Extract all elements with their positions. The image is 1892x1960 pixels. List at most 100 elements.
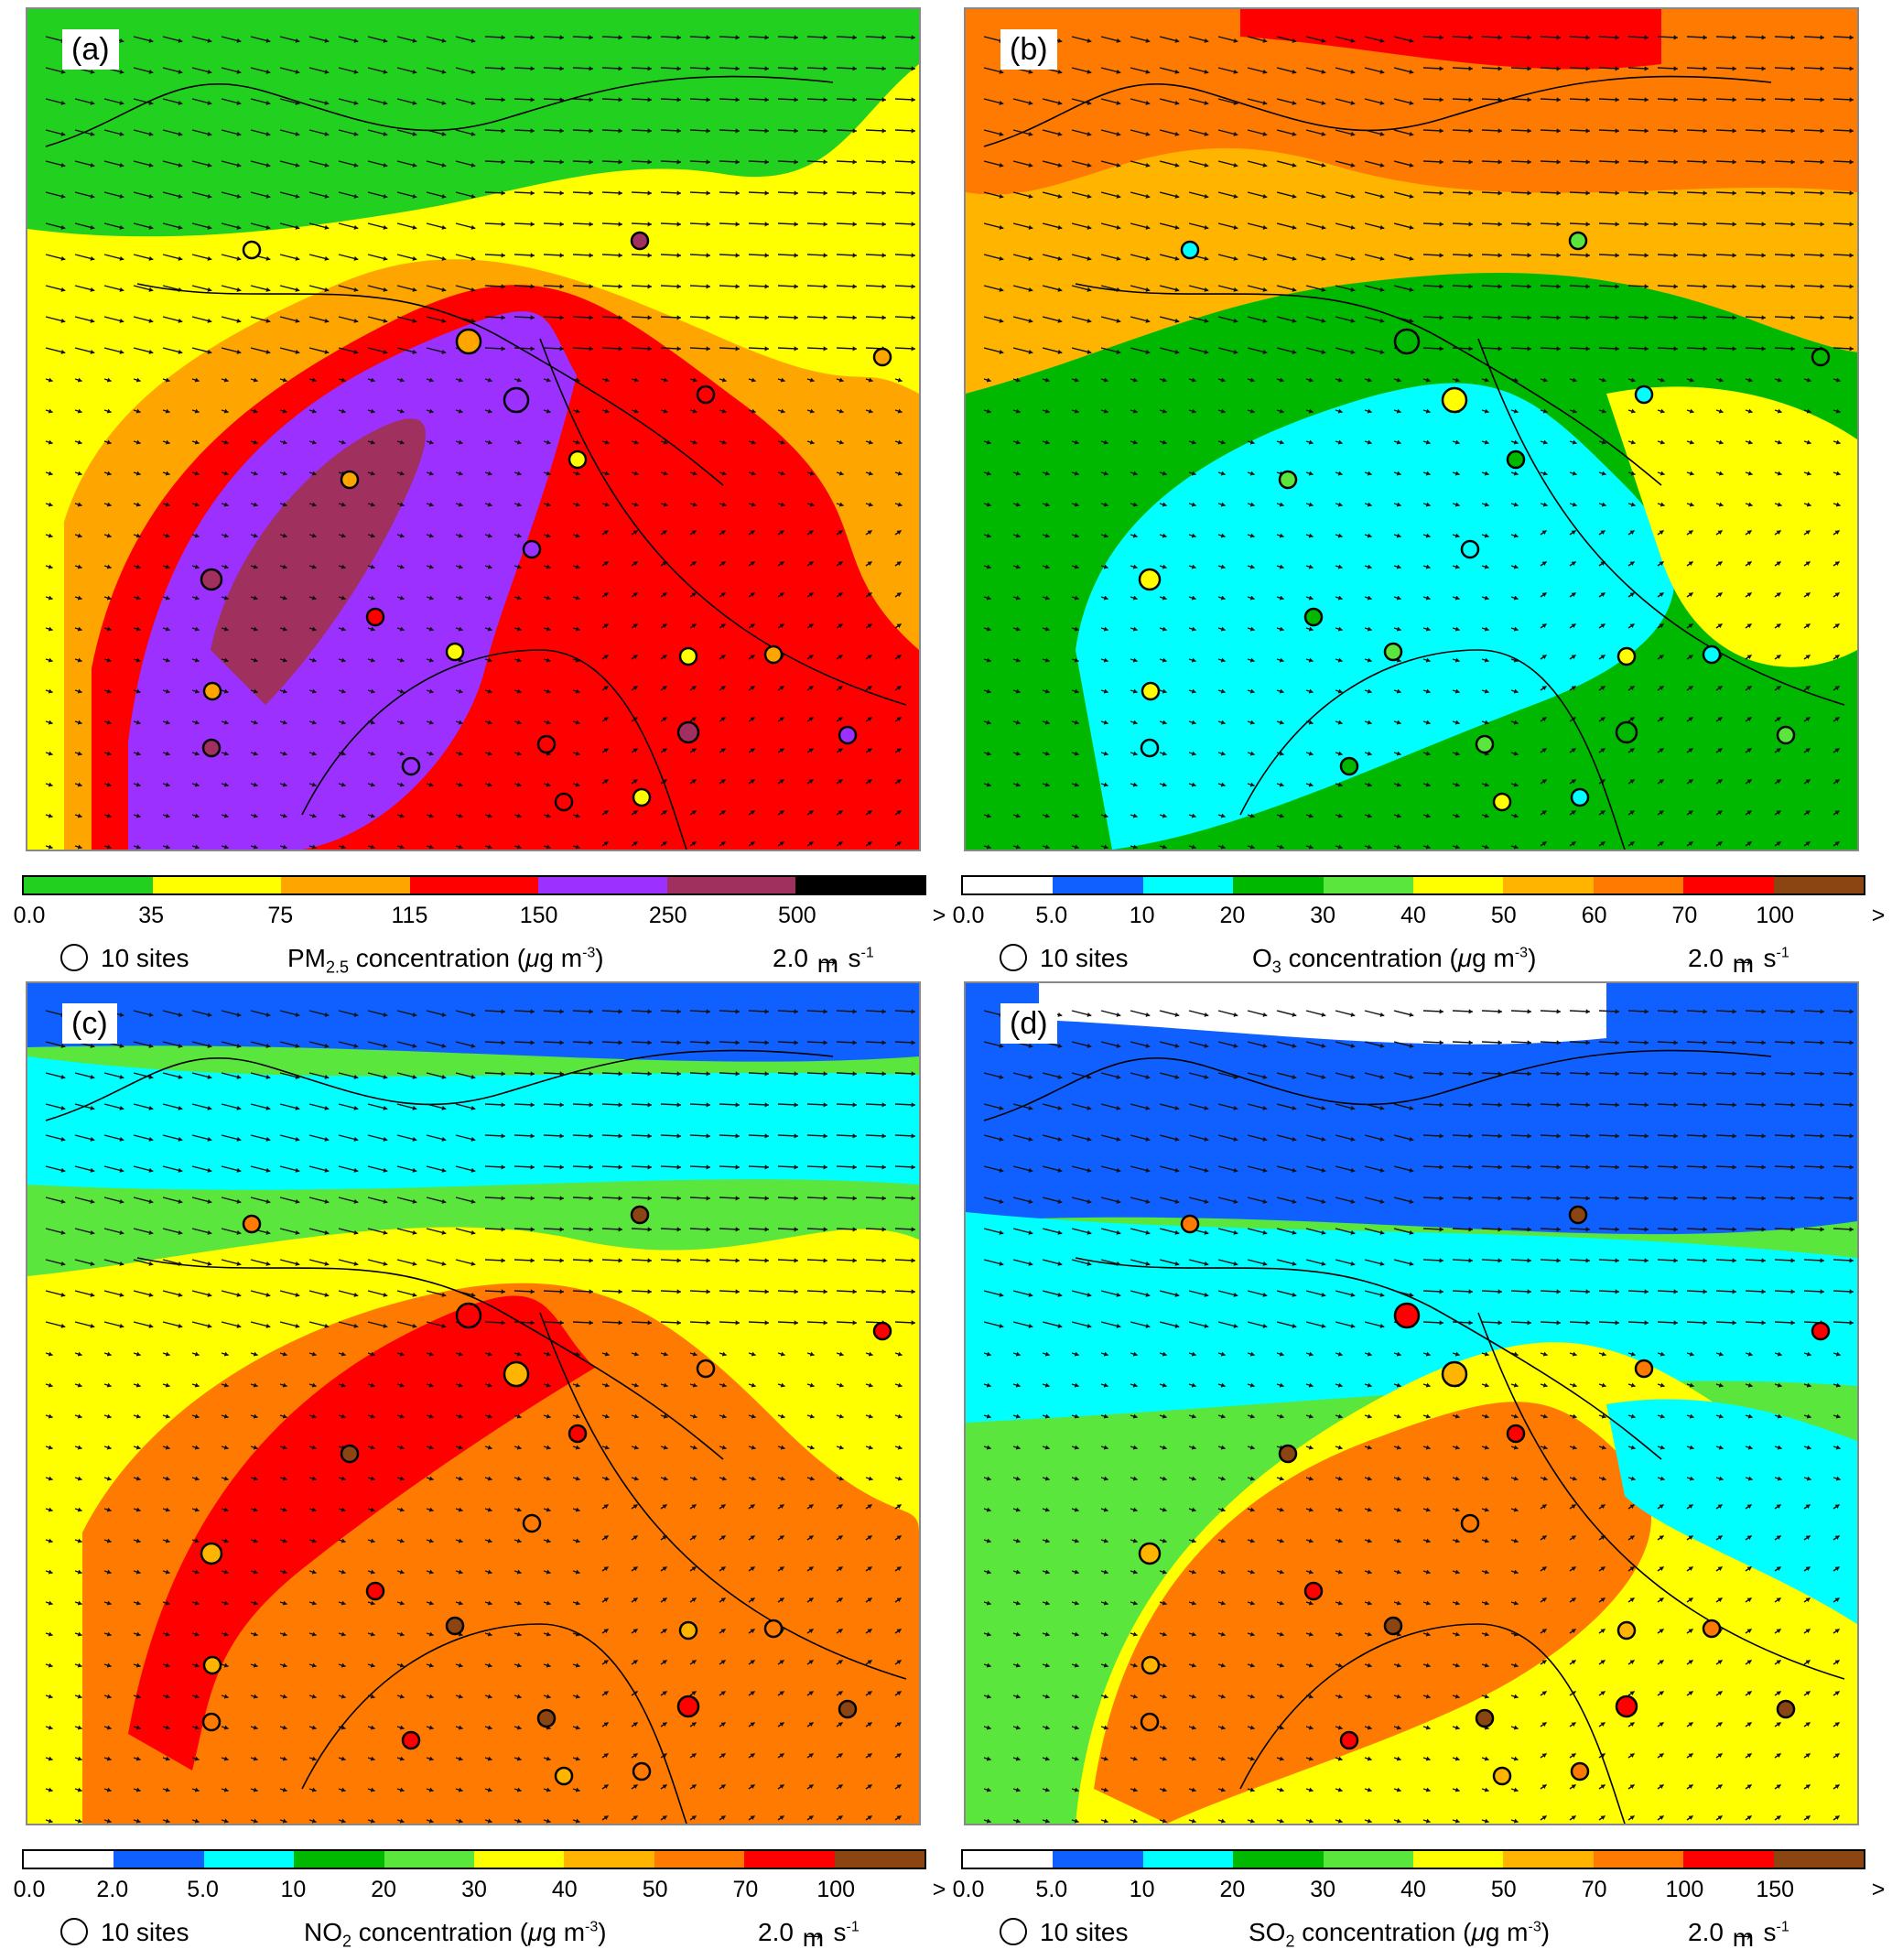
colorbar-segment <box>24 1851 114 1868</box>
site-marker <box>1383 642 1403 662</box>
colorbar-segment <box>409 877 539 893</box>
site-marker <box>401 1730 421 1750</box>
concentration-contour <box>1094 1402 1652 1824</box>
site-marker <box>200 568 223 591</box>
colorbar-tick-label: 0.0 <box>952 1877 985 1902</box>
colorbar-pm25 <box>22 875 926 895</box>
site-marker <box>1568 1205 1588 1225</box>
site-marker <box>365 607 385 627</box>
wind-scale-a: 2.0 → m s-1 <box>773 944 874 978</box>
colorbar-segment <box>1413 877 1504 893</box>
site-marker <box>1441 386 1468 414</box>
colorbar-segment <box>474 1851 565 1868</box>
site-marker <box>838 1699 858 1719</box>
colorbar-tick-label: 100 <box>816 1877 856 1902</box>
colorbar-tick-label: 250 <box>648 903 687 928</box>
site-marker <box>340 470 360 490</box>
colorbar-tick-label: 0.0 <box>13 903 46 928</box>
site-marker <box>1568 231 1588 251</box>
colorbar-tick-label: 50 <box>642 1877 668 1902</box>
site-marker <box>1303 607 1324 627</box>
colorbar-tick-label: 75 <box>267 903 294 928</box>
site-marker <box>1180 240 1200 260</box>
colorbar-segment <box>1233 877 1324 893</box>
site-marker <box>522 539 542 559</box>
wind-scale-b: 2.0 → m s-1 <box>1688 944 1789 978</box>
sites-label: 10 sites <box>101 944 189 972</box>
colorbar-segment <box>1413 1851 1504 1868</box>
colorbar-tick-label: 70 <box>732 1877 759 1902</box>
site-marker <box>568 449 588 470</box>
site-size-circle-icon <box>60 1917 88 1945</box>
site-marker <box>536 1708 557 1728</box>
colorbar-segment <box>281 877 410 893</box>
site-marker <box>1506 1424 1526 1444</box>
site-marker <box>872 1321 892 1341</box>
site-marker <box>1460 1513 1480 1533</box>
colorbar-tick-label: 20 <box>1219 903 1246 928</box>
concentration-contour <box>27 1056 919 1190</box>
colorbar-segment <box>1683 1851 1774 1868</box>
site-marker <box>445 1616 465 1636</box>
site-marker <box>242 1214 262 1234</box>
panel-label-c: (c) <box>62 1003 117 1044</box>
site-marker <box>763 1619 784 1639</box>
colorbar-segment <box>666 877 796 893</box>
wind-vectors <box>45 1009 916 1824</box>
colorbar-segment <box>1323 877 1414 893</box>
sites-label: 10 sites <box>1040 944 1129 972</box>
map-canvas-a <box>27 9 919 850</box>
site-marker <box>554 1766 574 1786</box>
site-marker <box>872 347 892 367</box>
site-marker <box>536 734 557 754</box>
site-size-circle-icon <box>1000 1917 1027 1945</box>
site-marker <box>445 642 465 662</box>
colorbar-tick-label: 20 <box>1219 1877 1246 1902</box>
site-marker <box>1615 720 1638 744</box>
map-panel-d: (d) <box>964 981 1859 1825</box>
colorbar-tick-label: 70 <box>1671 903 1698 928</box>
colorbar-segment <box>152 877 282 893</box>
site-size-circle-icon <box>60 943 88 971</box>
colorbar-segment <box>203 1851 295 1868</box>
site-marker <box>630 231 650 251</box>
site-marker <box>1393 328 1421 355</box>
colorbar-tick-label: 10 <box>1129 1877 1155 1902</box>
site-marker <box>522 1513 542 1533</box>
colorbar-tick-label: 30 <box>461 1877 487 1902</box>
site-marker <box>1339 756 1359 776</box>
site-marker <box>1180 1214 1200 1234</box>
site-marker <box>202 681 222 701</box>
colorbar-segment <box>834 1851 925 1868</box>
site-marker <box>1492 792 1512 812</box>
site-marker <box>455 328 482 355</box>
site-marker <box>554 792 574 812</box>
colorbar-tick-label: 2.0 <box>96 1877 129 1902</box>
colorbar-tick-label: 30 <box>1310 903 1336 928</box>
site-marker <box>838 725 858 745</box>
concentration-contour <box>1076 383 1675 850</box>
site-marker <box>455 1302 482 1329</box>
site-marker <box>1339 1730 1359 1750</box>
colorbar-segment <box>1683 877 1774 893</box>
colorbar-tick-label: 40 <box>1400 1877 1426 1902</box>
colorbar-tick-label: 40 <box>551 1877 578 1902</box>
site-marker <box>1702 1619 1722 1639</box>
sites-label: 10 sites <box>101 1918 189 1946</box>
site-marker <box>1140 1712 1160 1732</box>
map-canvas-c <box>27 983 919 1824</box>
wind-vectors <box>45 35 916 850</box>
colorbar-segment <box>1593 1851 1684 1868</box>
colorbar-o3 <box>961 875 1865 895</box>
site-marker <box>242 240 262 260</box>
colorbar-tick-label: 150 <box>1756 1877 1795 1902</box>
site-marker <box>1811 347 1831 367</box>
site-marker <box>1634 384 1654 405</box>
colorbar-segment <box>1593 877 1684 893</box>
site-marker <box>696 1359 716 1379</box>
site-marker <box>365 1581 385 1601</box>
site-marker <box>763 644 784 665</box>
site-marker <box>1506 449 1526 470</box>
wind-scale-d: 2.0 → m s-1 <box>1688 1918 1789 1952</box>
site-marker <box>1141 681 1161 701</box>
